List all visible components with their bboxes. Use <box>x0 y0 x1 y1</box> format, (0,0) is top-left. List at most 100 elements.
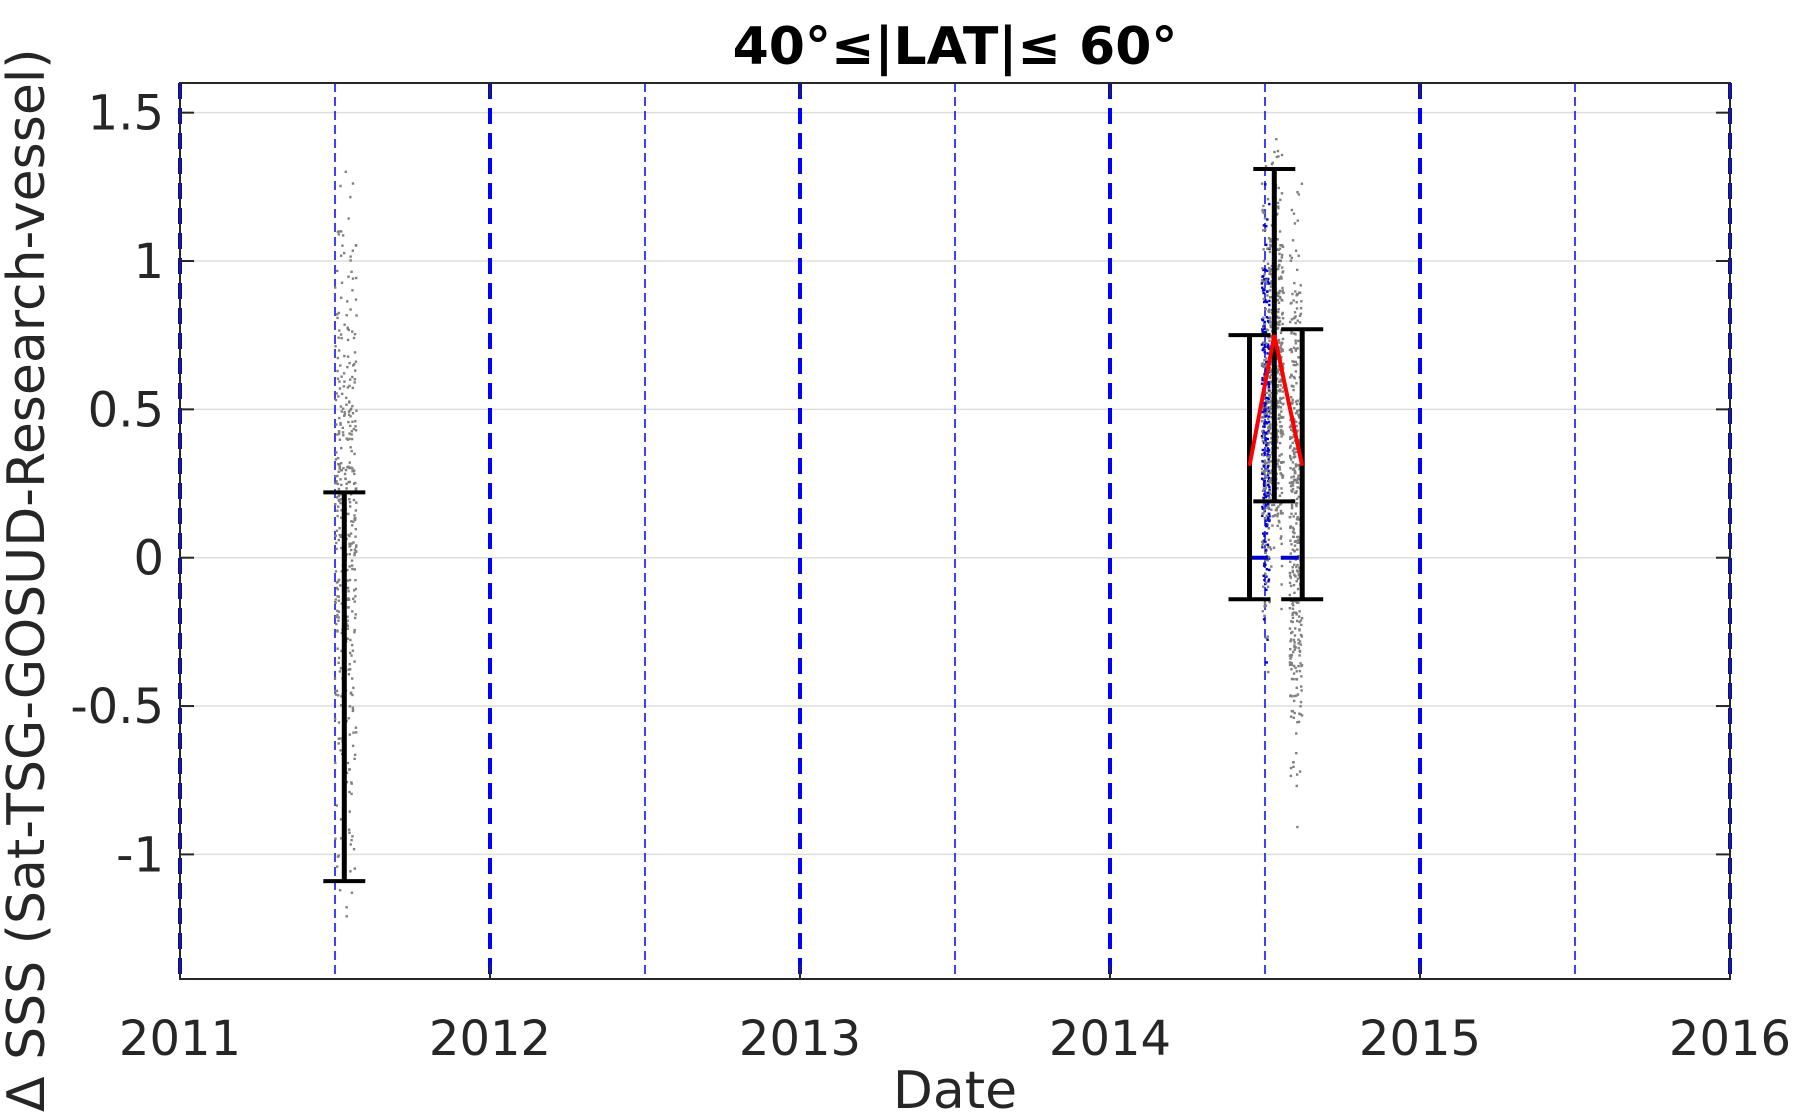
scatter-point <box>1297 664 1300 668</box>
scatter-point <box>337 616 340 619</box>
scatter-point <box>1290 428 1293 432</box>
scatter-point <box>355 544 358 547</box>
scatter-point <box>1277 186 1280 190</box>
scatter-point <box>1298 654 1301 657</box>
scatter-point <box>1272 514 1276 518</box>
scatter-point <box>346 300 349 303</box>
scatter-point <box>1266 294 1269 297</box>
scatter-point <box>336 647 339 650</box>
scatter-point <box>345 437 348 440</box>
scatter-point <box>1271 515 1275 518</box>
scatter-point <box>1299 284 1302 287</box>
scatter-point <box>1267 458 1270 461</box>
scatter-point <box>1281 403 1284 406</box>
scatter-point <box>342 251 346 255</box>
scatter-point <box>1295 450 1298 454</box>
scatter-point <box>339 364 342 367</box>
scatter-point <box>1290 330 1293 334</box>
scatter-point <box>1289 485 1293 488</box>
scatter-point <box>337 505 340 508</box>
scatter-point <box>1262 618 1266 621</box>
scatter-point <box>1262 460 1265 464</box>
scatter-point <box>1265 462 1268 465</box>
scatter-point <box>348 831 351 834</box>
scatter-point <box>354 731 358 734</box>
scatter-point <box>1267 507 1270 510</box>
scatter-point <box>1279 275 1283 278</box>
scatter-point <box>345 915 348 918</box>
scatter-point <box>1293 549 1296 552</box>
scatter-point <box>1294 349 1298 352</box>
scatter-point <box>346 579 349 582</box>
scatter-point <box>1268 396 1272 399</box>
scatter-point <box>1264 409 1267 413</box>
scatter-point <box>1263 451 1266 455</box>
scatter-point <box>334 570 338 573</box>
scatter-point <box>1264 581 1268 585</box>
scatter-point <box>1265 224 1268 228</box>
scatter-point <box>1279 331 1283 335</box>
scatter-point <box>1269 270 1272 273</box>
scatter-point <box>1296 515 1299 519</box>
scatter-point <box>1266 442 1269 445</box>
scatter-point <box>345 314 348 317</box>
scatter-point <box>1264 437 1268 440</box>
scatter-point <box>1294 339 1297 342</box>
scatter-point <box>1266 466 1269 469</box>
scatter-point <box>1266 280 1269 283</box>
scatter-point <box>336 595 339 598</box>
scatter-point <box>1289 396 1293 399</box>
scatter-point <box>1299 619 1303 622</box>
scatter-point <box>339 478 342 481</box>
scatter-point <box>1262 297 1265 301</box>
scatter-point <box>337 610 341 614</box>
scatter-point <box>1291 600 1295 603</box>
scatter-point <box>342 414 346 418</box>
scatter-point <box>1294 315 1297 318</box>
scatter-point <box>1280 350 1283 353</box>
scatter-point <box>1279 461 1283 464</box>
scatter-point <box>1295 580 1298 583</box>
scatter-point <box>1266 585 1270 589</box>
scatter-point <box>347 410 351 413</box>
scatter-point <box>1295 569 1299 572</box>
scatter-point <box>1266 343 1270 346</box>
scatter-point <box>1270 432 1273 435</box>
scatter-point <box>1280 192 1284 195</box>
scatter-point <box>1270 360 1273 363</box>
scatter-point <box>342 434 345 437</box>
scatter-point <box>1264 357 1268 360</box>
scatter-point <box>1277 265 1280 268</box>
scatter-point <box>340 461 343 465</box>
scatter-point <box>353 660 356 663</box>
scatter-point <box>346 386 350 389</box>
scatter-point <box>1268 345 1271 348</box>
scatter-point <box>1276 460 1279 463</box>
scatter-point <box>1261 489 1265 493</box>
scatter-point <box>345 637 349 640</box>
scatter-point <box>353 568 357 571</box>
scatter-point <box>1275 155 1279 159</box>
scatter-point <box>348 662 351 666</box>
scatter-point <box>1261 505 1264 509</box>
scatter-point <box>352 541 355 544</box>
scatter-point <box>1264 439 1267 443</box>
scatter-point <box>1268 250 1272 254</box>
scatter-point <box>1280 425 1283 428</box>
scatter-point <box>1278 468 1282 471</box>
scatter-point <box>337 487 341 491</box>
mean-series <box>1247 334 1305 467</box>
scatter-point <box>1294 455 1297 458</box>
scatter-point <box>1289 576 1293 579</box>
scatter-point <box>351 709 355 713</box>
scatter-point <box>1276 201 1280 205</box>
scatter-point <box>1266 523 1269 526</box>
scatter-point <box>1279 378 1282 381</box>
scatter-point <box>1271 161 1274 165</box>
scatter-point <box>340 483 343 487</box>
scatter-point <box>335 541 338 545</box>
scatter-point <box>1267 469 1270 473</box>
scatter-point <box>1293 452 1296 456</box>
scatter-point <box>1266 455 1269 458</box>
scatter-point <box>1269 237 1272 241</box>
